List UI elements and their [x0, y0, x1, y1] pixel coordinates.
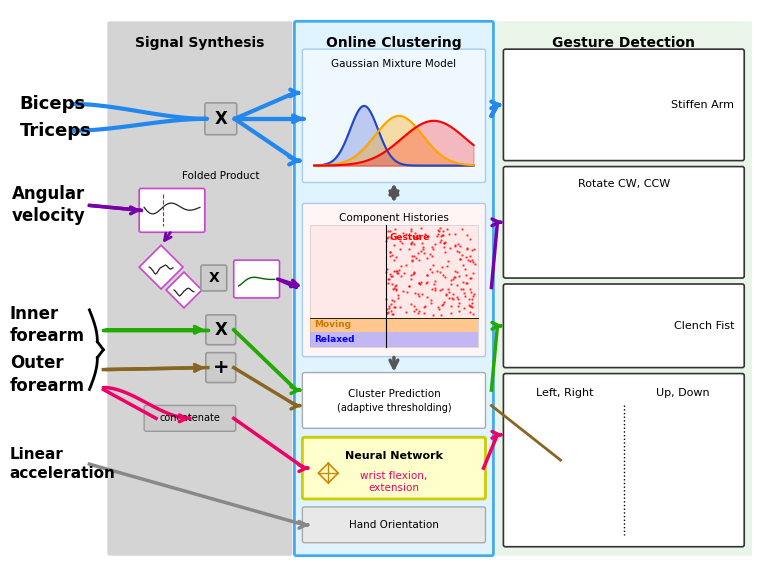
FancyBboxPatch shape: [205, 103, 237, 135]
FancyBboxPatch shape: [201, 265, 227, 291]
Text: Outer
forearm: Outer forearm: [10, 355, 85, 395]
FancyBboxPatch shape: [139, 189, 205, 232]
Text: Clench Fist: Clench Fist: [674, 321, 734, 331]
Text: Gesture: Gesture: [389, 233, 430, 243]
Text: Rotate CW, CCW: Rotate CW, CCW: [578, 178, 670, 189]
Text: Angular
velocity: Angular velocity: [12, 185, 86, 225]
Bar: [310, 317, 477, 332]
Text: Moving: Moving: [314, 320, 351, 329]
FancyBboxPatch shape: [302, 507, 486, 543]
Bar: [310, 225, 477, 347]
Text: Triceps: Triceps: [20, 122, 92, 140]
Text: Folded Product: Folded Product: [182, 170, 260, 181]
Text: Stiffen Arm: Stiffen Arm: [671, 100, 734, 110]
FancyBboxPatch shape: [206, 353, 236, 383]
Text: Gesture Detection: Gesture Detection: [553, 36, 695, 50]
Text: wrist flexion,: wrist flexion,: [361, 471, 427, 481]
Text: Linear
acceleration: Linear acceleration: [10, 447, 115, 481]
FancyBboxPatch shape: [294, 21, 493, 555]
Text: Up, Down: Up, Down: [657, 387, 710, 398]
FancyBboxPatch shape: [496, 21, 752, 555]
FancyBboxPatch shape: [144, 406, 236, 431]
Text: +: +: [213, 358, 229, 377]
FancyBboxPatch shape: [206, 315, 236, 345]
Polygon shape: [139, 245, 183, 289]
FancyBboxPatch shape: [302, 204, 486, 357]
Text: concatenate: concatenate: [159, 414, 220, 423]
Polygon shape: [166, 272, 202, 308]
Text: X: X: [209, 271, 219, 285]
Text: extension: extension: [368, 483, 420, 493]
Text: Biceps: Biceps: [20, 95, 86, 113]
FancyBboxPatch shape: [503, 284, 745, 368]
Text: Gaussian Mixture Model: Gaussian Mixture Model: [332, 59, 456, 69]
Text: (adaptive thresholding): (adaptive thresholding): [337, 403, 452, 414]
Text: X: X: [214, 321, 227, 339]
FancyBboxPatch shape: [503, 49, 745, 161]
FancyBboxPatch shape: [302, 49, 486, 182]
Text: X: X: [214, 110, 227, 128]
Text: Signal Synthesis: Signal Synthesis: [135, 36, 265, 50]
Text: Inner
forearm: Inner forearm: [10, 305, 85, 345]
FancyBboxPatch shape: [503, 374, 745, 547]
Text: Online Clustering: Online Clustering: [326, 36, 461, 50]
FancyBboxPatch shape: [234, 260, 279, 298]
Text: Hand Orientation: Hand Orientation: [349, 520, 439, 530]
FancyBboxPatch shape: [107, 21, 292, 555]
Text: Relaxed: Relaxed: [314, 335, 354, 344]
Text: Neural Network: Neural Network: [345, 451, 443, 461]
FancyBboxPatch shape: [302, 437, 486, 499]
FancyBboxPatch shape: [302, 372, 486, 428]
FancyBboxPatch shape: [503, 166, 745, 278]
Bar: [310, 332, 477, 347]
Text: Cluster Prediction: Cluster Prediction: [348, 390, 440, 399]
Text: Left, Right: Left, Right: [536, 387, 594, 398]
Text: Component Histories: Component Histories: [339, 213, 449, 223]
